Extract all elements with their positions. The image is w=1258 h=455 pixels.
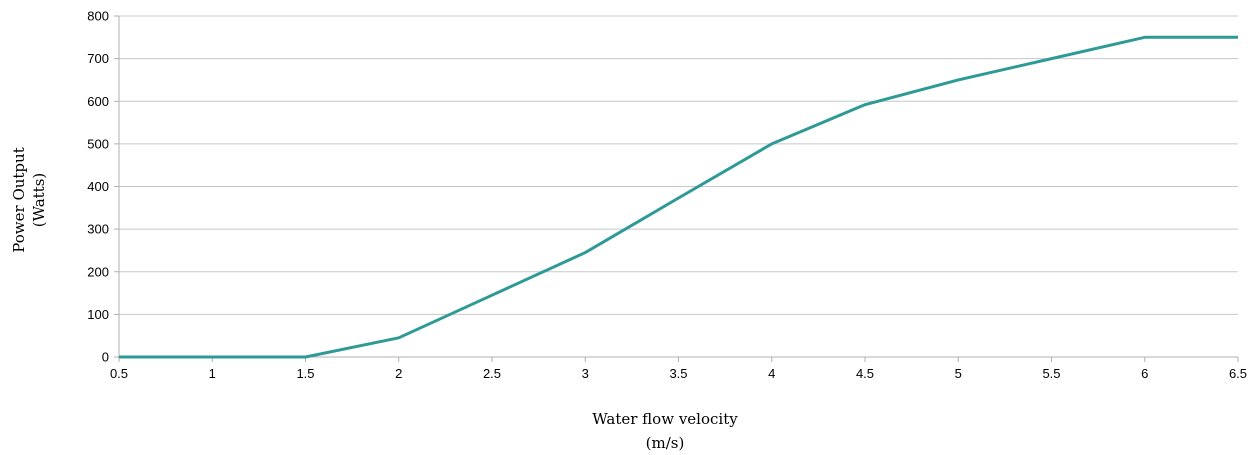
data-point: [1237, 36, 1240, 39]
y-tick-label: 0: [102, 350, 109, 365]
data-point: [864, 103, 867, 106]
x-tick-label: 0.5: [110, 366, 128, 381]
data-point: [584, 251, 587, 254]
x-tick-label: 5.5: [1042, 366, 1060, 381]
y-tick-label: 500: [87, 136, 109, 151]
data-point: [1143, 36, 1146, 39]
y-tick-label: 800: [87, 9, 109, 24]
y-tick-label: 100: [87, 307, 109, 322]
data-point: [491, 294, 494, 297]
x-tick-label: 5: [955, 366, 962, 381]
x-tick-label: 3.5: [669, 366, 687, 381]
data-point: [304, 356, 307, 359]
y-tick-label: 400: [87, 179, 109, 194]
y-tick-label: 600: [87, 94, 109, 109]
data-point: [1050, 57, 1053, 60]
data-point: [770, 142, 773, 145]
x-tick-label: 3: [582, 366, 589, 381]
series-line-0: [119, 35, 1238, 359]
x-tick-label: 2: [395, 366, 402, 381]
x-tick-label: 1.5: [296, 366, 314, 381]
y-tick-label: 200: [87, 264, 109, 279]
x-tick-label: 6.5: [1229, 366, 1247, 381]
grid-lines: [119, 15, 1238, 358]
y-axis-title-line1: Power Output: [10, 147, 28, 252]
y-tick-label: 700: [87, 51, 109, 66]
axes: [114, 15, 1239, 362]
y-axis-title-line2: (Watts): [30, 173, 48, 228]
x-tick-label: 2.5: [483, 366, 501, 381]
x-tick-label: 1: [209, 366, 216, 381]
tick-labels: 0 100 200 300 400 500 600 700 800 0.5 1 1.5 2 2.5 3 3.5…: [87, 9, 1247, 382]
x-axis-title-line1: Water flow velocity: [592, 410, 738, 428]
data-point: [957, 78, 960, 81]
data-point: [397, 336, 400, 339]
x-axis-title-line2: (m/s): [646, 434, 685, 452]
y-tick-label: 300: [87, 222, 109, 237]
x-tick-label: 4.5: [856, 366, 874, 381]
data-point: [118, 356, 121, 359]
data-point: [677, 197, 680, 200]
x-tick-label: 6: [1141, 366, 1148, 381]
series-layer: [118, 35, 1240, 359]
x-tick-label: 4: [768, 366, 775, 381]
